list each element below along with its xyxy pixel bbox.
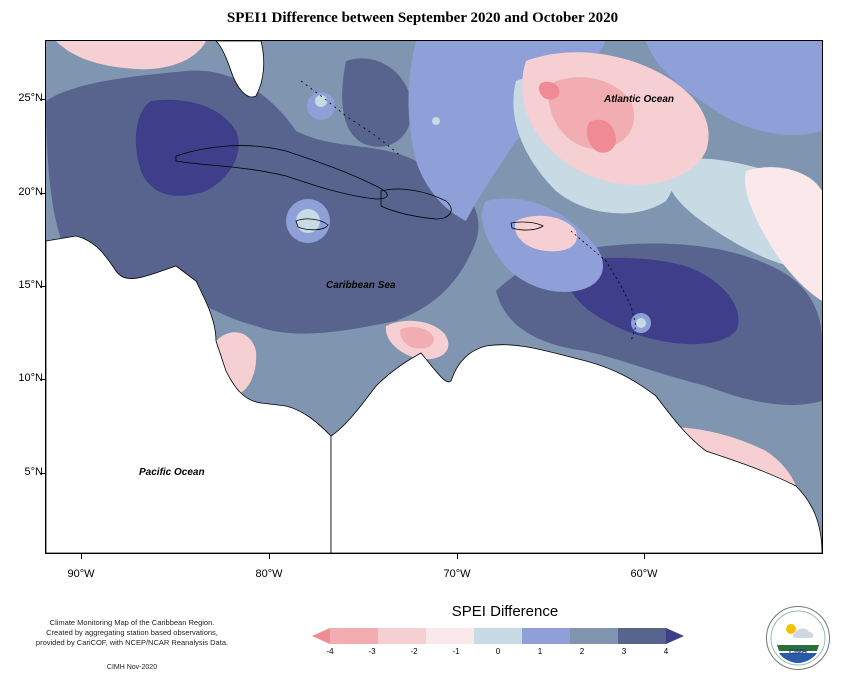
label-pacific-ocean: Pacific Ocean bbox=[139, 467, 205, 478]
lon-tick bbox=[81, 553, 82, 559]
lat-tick bbox=[40, 99, 45, 100]
red-spot-atlantic-2 bbox=[538, 81, 560, 100]
legend-swatch bbox=[570, 628, 619, 644]
lat-label-10n: 10°N bbox=[18, 372, 43, 384]
description-line: Climate Monitoring Map of the Caribbean … bbox=[49, 618, 215, 627]
legend-tick-label: 1 bbox=[537, 647, 543, 656]
map-description: Climate Monitoring Map of the Caribbean … bbox=[22, 618, 242, 648]
lesser-antilles-chain bbox=[570, 230, 637, 342]
legend-tick-label: -2 bbox=[410, 647, 418, 656]
island-cuba bbox=[175, 145, 388, 200]
description-line: Created by aggregating station based obs… bbox=[46, 628, 218, 637]
blue-blob-antilles-inner bbox=[636, 318, 646, 328]
lat-label-25n: 25°N bbox=[18, 92, 43, 104]
spei-map bbox=[46, 41, 822, 553]
map-title: SPEI1 Difference between September 2020 … bbox=[226, 10, 619, 26]
lat-label-5n: 5°N bbox=[24, 466, 43, 478]
map-panel bbox=[45, 40, 823, 554]
lon-tick bbox=[269, 553, 270, 559]
blue-blob-bahamas-inner bbox=[315, 95, 327, 107]
bahamas-chain bbox=[300, 80, 402, 157]
deepest-region-east bbox=[565, 257, 739, 345]
pink-region-venezuela-core bbox=[400, 327, 434, 349]
legend-swatch bbox=[522, 628, 571, 644]
lat-label-15n: 15°N bbox=[18, 279, 43, 291]
legend-swatch bbox=[426, 628, 475, 644]
legend-tick-label: 2 bbox=[579, 647, 585, 656]
blue-blob-jamaica-inner bbox=[296, 209, 320, 233]
land-florida bbox=[215, 41, 265, 98]
label-atlantic-ocean: Atlantic Ocean bbox=[604, 94, 675, 105]
description-line: provided by CariCOF, with NCEP/NCAR Rean… bbox=[35, 638, 229, 647]
legend-tick-label: 4 bbox=[663, 647, 669, 656]
legend-title: SPEI Difference bbox=[451, 603, 559, 620]
legend-swatch bbox=[618, 628, 667, 644]
legend-tick-label: -4 bbox=[326, 647, 334, 656]
lon-label-80w: 80°W bbox=[255, 568, 283, 580]
lon-label-60w: 60°W bbox=[630, 568, 658, 580]
deepest-region-yucatan bbox=[135, 99, 239, 196]
legend-tick-label: -3 bbox=[368, 647, 376, 656]
legend-tick-label: 0 bbox=[495, 647, 501, 656]
land-central-america bbox=[46, 235, 332, 553]
blue-blob-north-inner bbox=[432, 117, 440, 125]
logo-icon bbox=[770, 610, 826, 666]
lat-label-20n: 20°N bbox=[18, 186, 43, 198]
deepest-region-west bbox=[56, 147, 139, 213]
legend-swatch bbox=[474, 628, 523, 644]
island-jamaica bbox=[295, 218, 329, 231]
lat-tick bbox=[40, 193, 45, 194]
logo-label: CIMH bbox=[789, 649, 807, 656]
legend-tick-label: 3 bbox=[621, 647, 627, 656]
legend-swatch bbox=[330, 628, 379, 644]
lat-tick bbox=[40, 379, 45, 380]
lon-label-70w: 70°W bbox=[443, 568, 471, 580]
legend-swatch bbox=[378, 628, 427, 644]
credit-text: CIMH Nov-2020 bbox=[106, 664, 158, 671]
red-spot-atlantic-1 bbox=[586, 119, 616, 153]
pink-region-east bbox=[745, 167, 822, 301]
lat-tick bbox=[40, 286, 45, 287]
legend-extend-low bbox=[312, 628, 330, 644]
legend-colorbar bbox=[312, 628, 684, 644]
legend-extend-high bbox=[666, 628, 684, 644]
legend-tick-label: -1 bbox=[452, 647, 460, 656]
land-south-america bbox=[330, 344, 822, 553]
pink-region-puerto-rico bbox=[515, 215, 577, 252]
cimh-logo: CIMH bbox=[766, 606, 830, 670]
label-caribbean-sea: Caribbean Sea bbox=[326, 280, 396, 291]
island-puerto-rico bbox=[510, 221, 544, 231]
lon-tick bbox=[457, 553, 458, 559]
lon-tick bbox=[644, 553, 645, 559]
island-hispaniola bbox=[380, 188, 452, 220]
pink-region-northwest bbox=[56, 41, 206, 70]
light-blue-band-northeast bbox=[646, 41, 822, 135]
lon-label-90w: 90°W bbox=[67, 568, 95, 580]
lat-tick bbox=[40, 473, 45, 474]
